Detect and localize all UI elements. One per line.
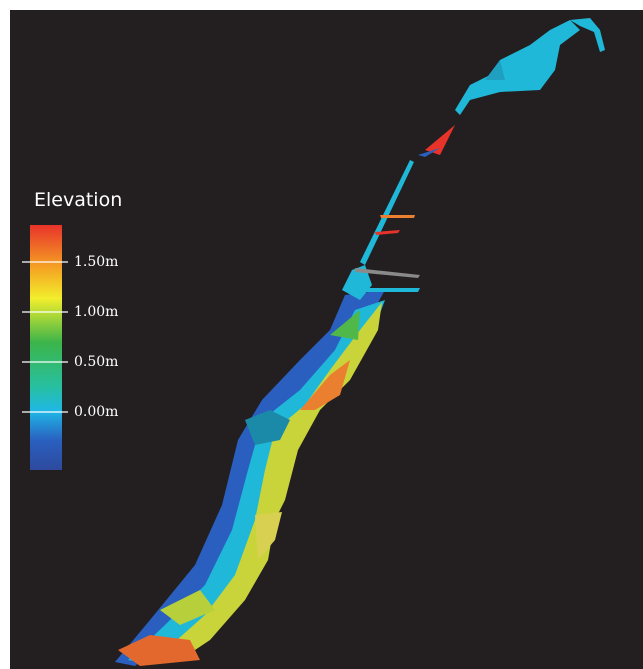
tick-label: 0.50m: [74, 354, 118, 370]
tick-label: 1.00m: [74, 304, 118, 320]
map-figure: Elevation 1.50m 1.00m 0.50m 0.00m: [0, 0, 643, 669]
tick-label: 1.50m: [74, 254, 118, 270]
legend-title: Elevation: [34, 189, 122, 211]
tick-label: 0.00m: [74, 404, 118, 420]
